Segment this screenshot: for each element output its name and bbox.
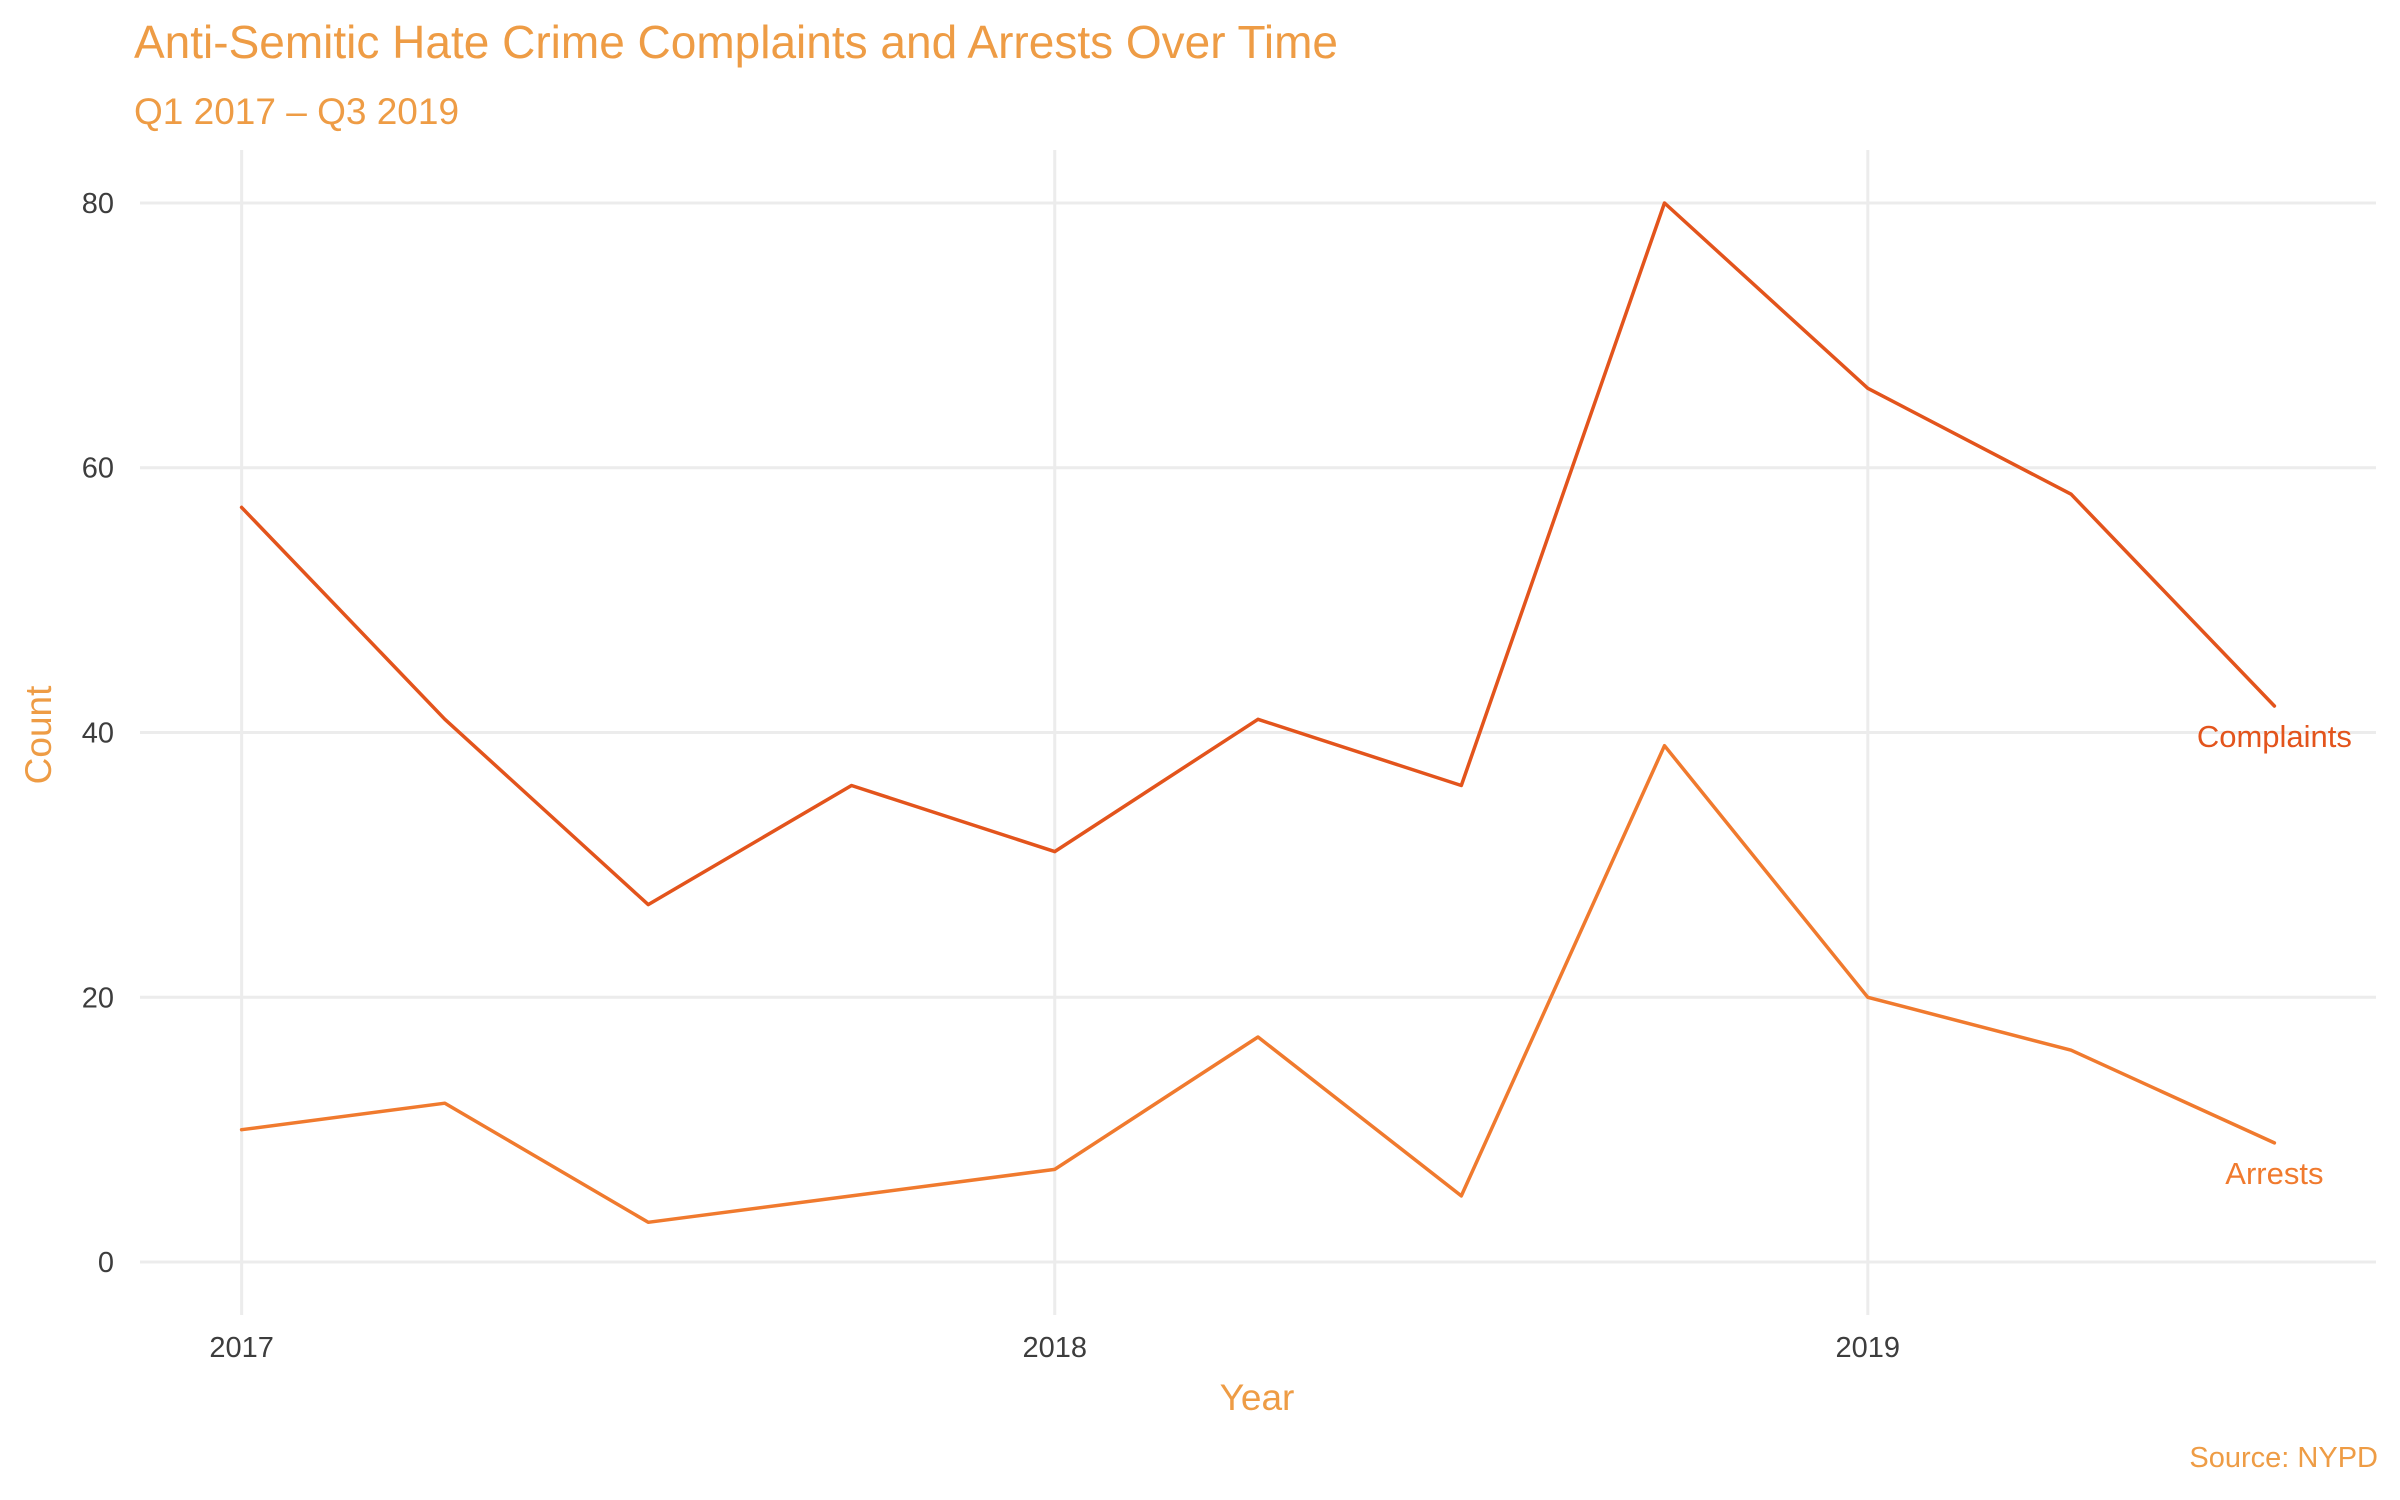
series-lines: Complaints Arrests bbox=[239, 201, 2352, 1225]
x-tick-label: 2019 bbox=[1836, 1332, 1901, 1364]
series-label-arrests: Arrests bbox=[2225, 1156, 2323, 1191]
x-tick-label: 2018 bbox=[1022, 1332, 1087, 1364]
series-line-complaints bbox=[239, 201, 2277, 907]
source-caption: Source: NYPD bbox=[2189, 1442, 2378, 1474]
chart-subtitle: Q1 2017 – Q3 2019 bbox=[134, 91, 459, 132]
chart-title: Anti-Semitic Hate Crime Complaints and A… bbox=[134, 16, 1338, 68]
y-tick-label: 0 bbox=[98, 1247, 114, 1279]
y-tick-label: 20 bbox=[82, 982, 114, 1014]
x-tick-label: 2017 bbox=[209, 1332, 274, 1364]
y-tick-label: 40 bbox=[82, 718, 114, 750]
y-tick-label: 60 bbox=[82, 453, 114, 485]
y-axis-title: Count bbox=[18, 685, 59, 784]
x-axis-title: Year bbox=[1220, 1377, 1295, 1418]
series-line-arrests bbox=[239, 743, 2277, 1225]
y-tick-label: 80 bbox=[82, 188, 114, 220]
x-axis-ticks: 2017 2018 2019 bbox=[209, 1332, 1900, 1364]
y-axis-ticks: 0 20 40 60 80 bbox=[82, 188, 114, 1279]
grid bbox=[140, 150, 2376, 1315]
series-label-complaints: Complaints bbox=[2197, 719, 2352, 754]
